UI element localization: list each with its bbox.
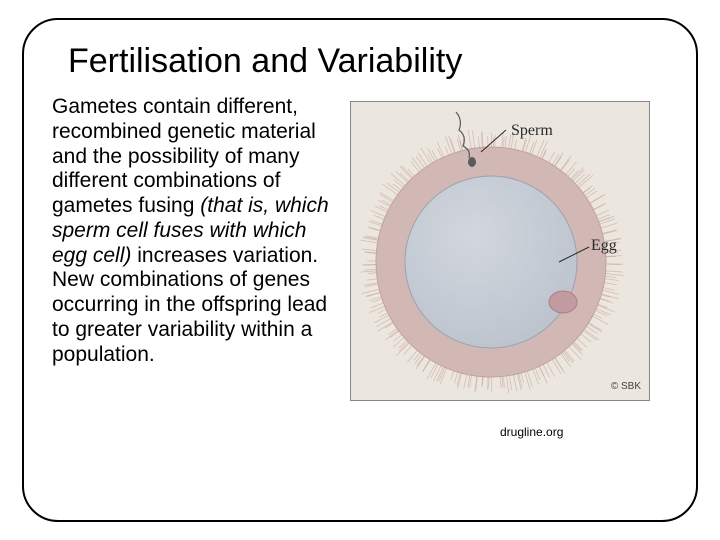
slide-title: Fertilisation and Variability [68,42,668,81]
label-egg: Egg [591,237,617,255]
body-text: Gametes contain different, recombined ge… [52,95,332,367]
content-row: Gametes contain different, recombined ge… [52,95,668,439]
label-sperm: Sperm [511,122,553,140]
egg-nucleus [549,291,577,313]
slide-frame: Fertilisation and Variability Gametes co… [22,18,698,522]
egg-inner-circle [405,176,577,348]
figure-caption: drugline.org [500,425,668,439]
egg-sperm-figure: Sperm Egg © SBK [350,101,650,401]
figure-wrap: Sperm Egg © SBK drugline.org [350,95,668,439]
slide-container: Fertilisation and Variability Gametes co… [0,0,720,540]
figure-copyright: © SBK [611,381,641,392]
